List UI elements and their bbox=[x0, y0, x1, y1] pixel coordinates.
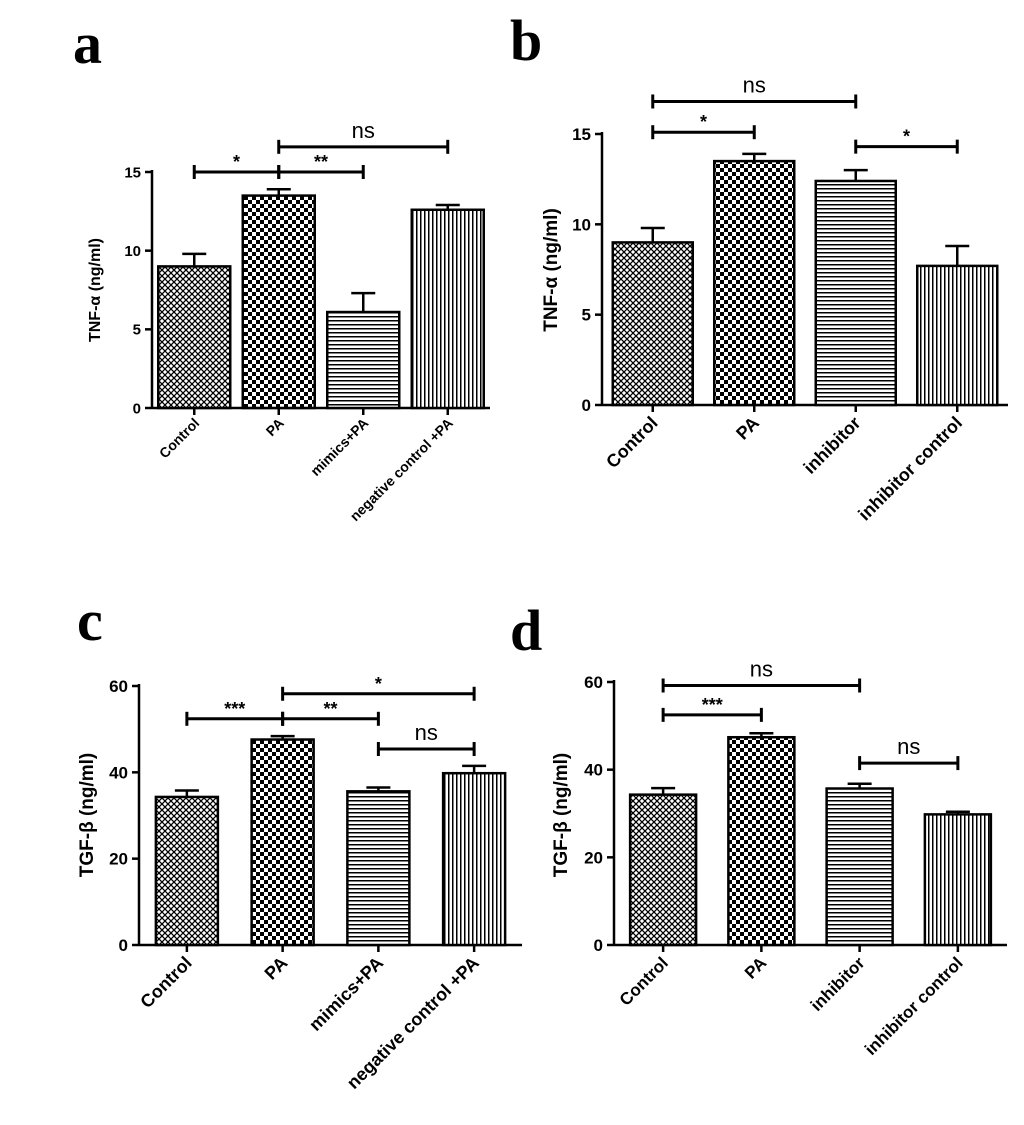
significance-label: ns bbox=[750, 657, 773, 682]
bar bbox=[713, 159, 796, 407]
category-label: inhibitor control bbox=[861, 953, 967, 1059]
category-label: PA bbox=[741, 953, 770, 982]
bar bbox=[154, 795, 220, 947]
bar bbox=[157, 265, 232, 410]
category-label: Control bbox=[156, 415, 203, 462]
significance-label: * bbox=[233, 152, 240, 172]
significance-label: * bbox=[903, 127, 910, 147]
significance-label: ** bbox=[314, 152, 328, 172]
y-tick-label: 60 bbox=[584, 673, 603, 692]
y-tick-label: 10 bbox=[124, 243, 141, 260]
category-label: mimics+PA bbox=[307, 415, 371, 479]
y-tick-label: 0 bbox=[133, 400, 141, 417]
panel-b: b TNF-α (ng/ml) 0 5 10 15 Control PA inhibitorin… bbox=[510, 8, 1008, 524]
category-label: inhibitor bbox=[807, 953, 869, 1015]
panel-letter: d bbox=[510, 598, 542, 663]
category-label: PA bbox=[263, 415, 287, 439]
bar bbox=[628, 793, 698, 947]
bar bbox=[814, 179, 897, 407]
panel-d: d TGF-β (ng/ml) 0 20 40 60 Control PA inhibitori… bbox=[510, 598, 1007, 1059]
significance-label: *** bbox=[702, 695, 723, 715]
y-axis-title: TGF-β (ng/ml) bbox=[551, 753, 572, 878]
bar bbox=[250, 738, 315, 947]
category-label: PA bbox=[732, 413, 763, 444]
y-tick-label: 0 bbox=[119, 936, 128, 955]
panel-letter: a bbox=[73, 11, 102, 76]
y-tick-label: 5 bbox=[582, 306, 591, 325]
y-tick-label: 0 bbox=[582, 396, 591, 415]
y-tick-label: 40 bbox=[584, 761, 603, 780]
category-label: Control bbox=[616, 953, 672, 1009]
significance-label: ns bbox=[897, 734, 920, 759]
category-label: Control bbox=[602, 413, 661, 472]
y-axis-title: TNF-α (ng/ml) bbox=[541, 208, 562, 332]
panel-letter: c bbox=[77, 588, 103, 653]
significance-label: ns bbox=[743, 72, 766, 97]
y-tick-label: 15 bbox=[124, 164, 141, 181]
y-axis-title: TGF-β (ng/ml) bbox=[77, 753, 98, 878]
significance-label: ns bbox=[415, 720, 438, 745]
y-tick-label: 20 bbox=[584, 848, 603, 867]
bar bbox=[410, 208, 485, 410]
y-tick-label: 15 bbox=[572, 125, 591, 144]
y-tick-label: 10 bbox=[572, 215, 591, 234]
bar bbox=[326, 310, 401, 410]
bar bbox=[241, 194, 316, 410]
significance-label: ns bbox=[352, 118, 375, 143]
bar bbox=[611, 241, 694, 407]
significance-label: *** bbox=[224, 699, 245, 719]
bar bbox=[727, 735, 796, 947]
y-tick-label: 0 bbox=[594, 936, 603, 955]
panel-letter: b bbox=[510, 8, 542, 73]
y-tick-label: 40 bbox=[109, 763, 128, 782]
bar bbox=[346, 790, 411, 947]
significance-label: * bbox=[700, 112, 707, 132]
category-label: PA bbox=[261, 953, 292, 984]
category-label: Control bbox=[136, 953, 195, 1012]
y-tick-label: 20 bbox=[109, 850, 128, 869]
category-label: inhibitor control bbox=[854, 413, 966, 525]
significance-label: ** bbox=[323, 699, 337, 719]
y-tick-label: 5 bbox=[133, 322, 141, 339]
category-label: mimics+PA bbox=[305, 953, 387, 1035]
y-axis-title: TNF-α (ng/ml) bbox=[87, 238, 104, 342]
significance-label: * bbox=[375, 674, 382, 694]
bar bbox=[916, 264, 999, 407]
panel-c: c TGF-β (ng/ml) 0 20 40 60 Control PA mimics+PA n… bbox=[77, 588, 522, 1093]
category-label: inhibitor bbox=[800, 413, 865, 478]
bar bbox=[441, 771, 507, 947]
bar bbox=[825, 787, 894, 947]
bar bbox=[923, 813, 993, 947]
y-tick-label: 60 bbox=[109, 677, 128, 696]
